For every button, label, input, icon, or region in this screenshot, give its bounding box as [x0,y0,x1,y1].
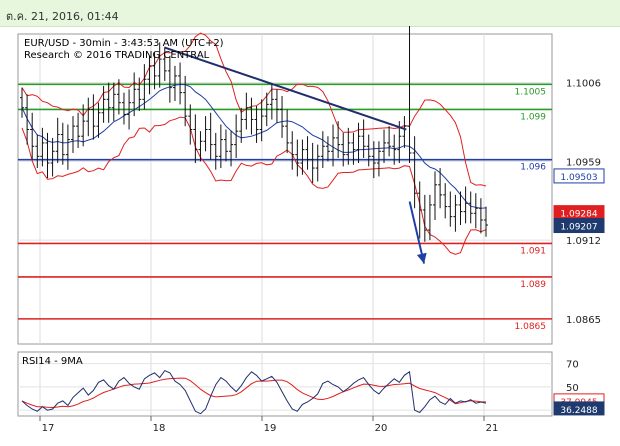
rsi-value-box-label: 36.2488 [560,406,597,416]
rsi-value-box [553,401,605,416]
bollinger-lower-band [21,116,487,255]
price-box-label: 1.09284 [560,210,597,220]
time-axis: 17 18 19 20 21 [39,416,499,434]
time-tick-label: 20 [375,423,388,434]
price-box [553,218,605,234]
time-tick-label: 18 [153,423,166,434]
chart-datetime: ต.ค. 21, 2016, 01:44 [6,10,119,23]
support-resistance-levels: 1.1005 1.099 1.096 1.091 1.089 1.0865 [18,83,552,332]
time-tick-label: 17 [42,423,55,434]
price-boxes: 1.09503 1.09284 1.09207 [553,168,605,234]
chart-header-bar: ต.ค. 21, 2016, 01:44 [0,0,620,27]
time-tick-label: 19 [264,423,277,434]
price-box-label: 1.09503 [560,173,597,183]
price-tick-label: 1.0912 [566,236,601,247]
price-box [553,168,605,184]
level-label: 1.099 [520,112,546,122]
rsi-panel-frame [17,351,553,417]
price-tick-label: 1.0865 [566,315,601,326]
price-panel-frame [17,33,553,345]
level-label: 1.089 [520,280,546,290]
chart-annotations [163,46,427,264]
rsi-label: RSI14 - 9MA [22,356,83,367]
price-tick-label: 1.1006 [566,79,601,90]
rsi-panel: 70503037.994536.2488 [18,352,605,417]
level-label: 1.096 [520,163,546,173]
price-axis: 1.1006 1.0959 1.0912 1.0865 [566,79,601,326]
level-label: 1.0865 [515,322,547,332]
chart-title: EUR/USD - 30min - 3:43:53 AM (UTC+2) [24,38,224,49]
resistance-trendline [163,46,407,131]
price-tick-label: 1.0959 [566,157,601,168]
level-label: 1.091 [520,246,546,256]
chart-subtitle: Research © 2016 TRADING CENTRAL [24,50,210,61]
rsi-tick-label: 70 [566,360,579,371]
rsi-ma-line [21,377,487,409]
price-box-label: 1.09207 [560,223,597,233]
candlesticks [20,26,488,242]
projection-arrow-head [416,252,427,264]
bollinger-middle-band [21,83,487,209]
time-tick-label: 21 [486,423,499,434]
rsi-tick-label: 50 [566,383,579,394]
projection-arrow-shaft [408,201,426,264]
level-label: 1.1005 [515,87,547,97]
rsi-line [21,369,487,415]
